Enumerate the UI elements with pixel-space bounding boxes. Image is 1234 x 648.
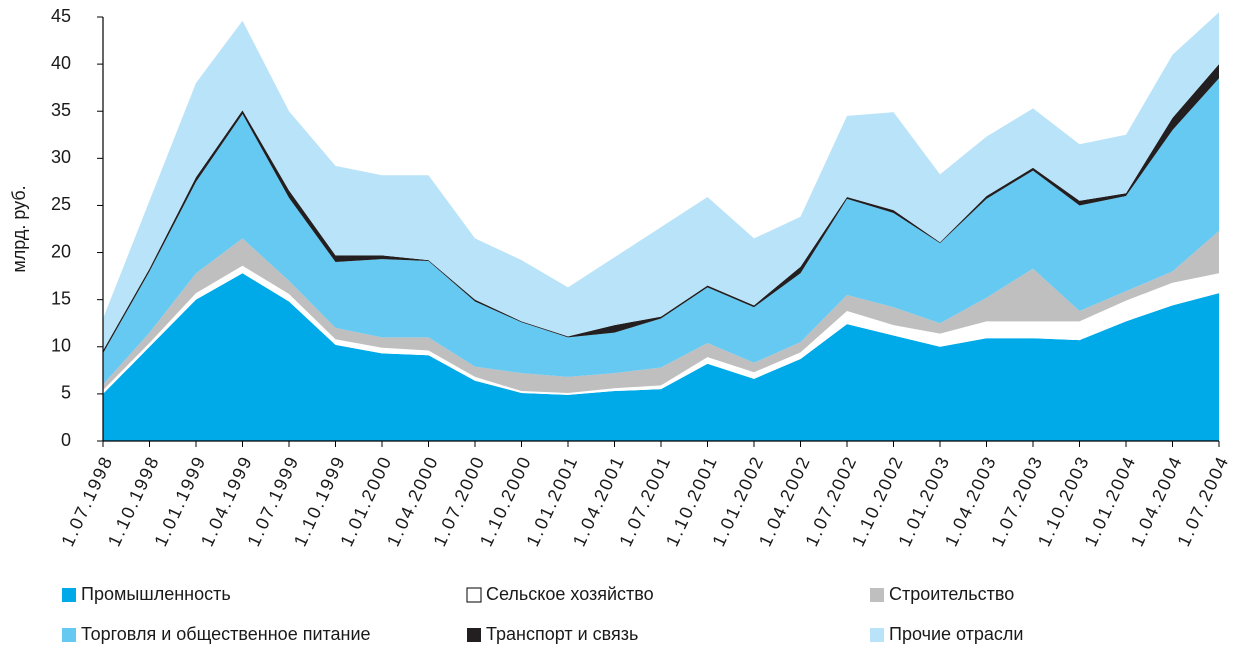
legend-label: Транспорт и связь [486,624,638,644]
y-tick-label: 30 [51,147,71,167]
legend-label: Прочие отрасли [889,624,1023,644]
y-tick-label: 0 [61,430,71,450]
area [103,230,1219,393]
legend-swatch [466,587,482,603]
y-tick-label: 40 [51,53,71,73]
legend-label: Торговля и общественное питание [81,624,371,644]
legend-swatch [62,628,76,642]
legend-label: Сельское хозяйство [486,584,654,604]
area [103,78,1219,385]
y-tick-label: 10 [51,336,71,356]
y-tick-label: 35 [51,100,71,120]
legend-swatch [870,588,884,602]
legend-swatch [467,628,481,642]
y-tick-label: 20 [51,241,71,261]
y-tick-label: 15 [51,288,71,308]
y-tick-label: 5 [61,383,71,403]
y-axis-label: млрд. руб. [9,185,29,272]
y-tick-label: 45 [51,6,71,26]
area [103,273,1219,441]
area [103,265,1219,395]
legend-label: Промышленность [81,584,231,604]
legend-swatch [62,588,76,602]
y-tick-label: 25 [51,194,71,214]
legend-swatch [870,628,884,642]
legend-label: Строительство [889,584,1014,604]
area [103,12,1219,351]
